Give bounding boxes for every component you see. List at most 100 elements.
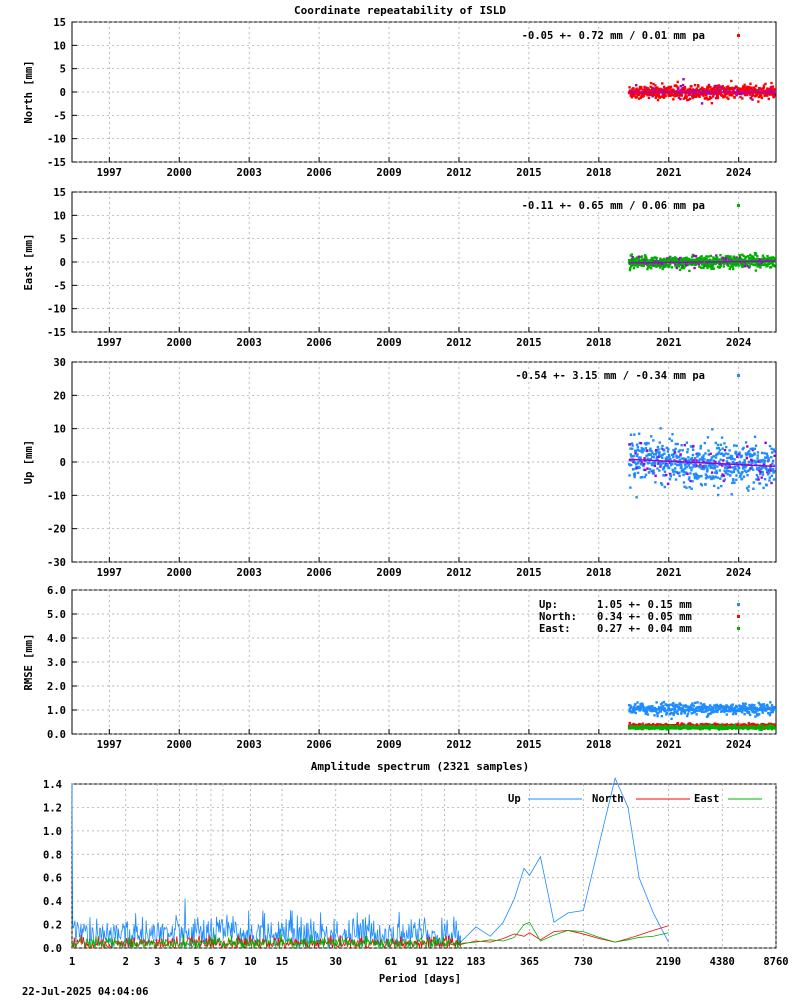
rmse-data-point [659, 723, 662, 726]
up-data-point [684, 459, 688, 462]
north-data-point [748, 93, 752, 96]
north-data-point [728, 89, 731, 92]
north-data-point [676, 86, 680, 89]
rmse-data-point [758, 703, 762, 706]
up-data-point [645, 441, 649, 445]
north-data-point [643, 85, 646, 89]
rmse-data-point [641, 724, 644, 727]
east-data-point [712, 267, 715, 270]
up-data-point [728, 449, 731, 452]
up-data-point [711, 466, 715, 470]
up-data-point [773, 470, 776, 473]
up-data-point [757, 460, 761, 463]
up-data-point [732, 444, 736, 447]
east-data-point [754, 269, 758, 272]
spectrum-x-tick-label: 8760 [763, 956, 788, 968]
north-y-tick-label: 0 [60, 87, 66, 99]
up-data-point [631, 455, 634, 458]
east-data-point [647, 265, 651, 269]
rmse-data-point [691, 702, 694, 705]
rmse-data-point [644, 710, 647, 713]
up-data-point [638, 466, 641, 470]
up-x-tick-label: 2024 [726, 567, 751, 579]
rmse-data-point [730, 709, 734, 712]
up-data-point [693, 475, 696, 478]
up-data-point [750, 466, 754, 469]
up-data-point [718, 469, 722, 472]
rmse-data-point [672, 713, 675, 717]
up-data-point [680, 465, 683, 469]
east-data-point [745, 262, 749, 266]
north-data-point [773, 92, 776, 96]
north-data-point [635, 95, 639, 98]
up-data-point [746, 452, 749, 456]
up-data-point [676, 455, 680, 459]
up-data-point [657, 455, 660, 459]
up-x-tick-label: 1997 [97, 567, 122, 579]
up-data-point [730, 455, 734, 458]
north-data-point [769, 85, 773, 89]
east-data-point [719, 253, 722, 257]
rmse-data-point [673, 709, 676, 713]
up-data-point [727, 469, 730, 473]
rmse-data-point [656, 714, 659, 718]
rmse-data-point [636, 707, 640, 711]
up-data-point [659, 465, 662, 468]
east-data-point [756, 255, 759, 258]
up-data-point [726, 473, 729, 476]
up-data-point [687, 464, 690, 467]
up-data-point [743, 458, 746, 462]
rmse-data-point [686, 714, 689, 718]
rmse-data-point [758, 728, 761, 731]
rmse-data-point [647, 723, 650, 726]
up-data-point [749, 453, 752, 456]
north-data-point [678, 94, 681, 97]
rmse-data-point [700, 710, 704, 714]
north-data-point [686, 98, 689, 102]
spectrum-legend-label: Up [508, 793, 521, 805]
up-data-point [663, 485, 666, 489]
rmse-data-point [747, 722, 750, 725]
rmse-data-point [687, 710, 691, 713]
east-data-point [636, 256, 639, 259]
up-data-point [673, 451, 677, 454]
up-data-point [739, 474, 742, 477]
rmse-x-tick-label: 2018 [586, 739, 611, 751]
east-data-point [721, 256, 724, 259]
east-data-point [743, 265, 747, 268]
rmse-data-point [708, 727, 712, 731]
rmse-x-tick-label: 2024 [726, 739, 751, 751]
up-data-point [755, 473, 759, 477]
up-data-point [666, 450, 670, 453]
rmse-data-point [729, 710, 732, 713]
up-data-point [761, 465, 765, 469]
up-data-point [643, 442, 647, 445]
north-data-point [688, 92, 691, 95]
up-data-point [661, 462, 665, 465]
up-data-point [764, 441, 767, 445]
up-data-point [690, 459, 694, 462]
rmse-data-point [722, 705, 725, 708]
east-data-point [681, 259, 684, 262]
north-data-point [630, 96, 634, 99]
east-data-point [699, 257, 703, 261]
north-data-point [664, 94, 667, 98]
east-data-point [726, 263, 730, 266]
up-data-point [640, 461, 643, 464]
rmse-data-point [687, 727, 690, 731]
east-data-point [687, 257, 691, 261]
up-data-point [663, 464, 667, 468]
east-data-point [764, 263, 767, 266]
rmse-data-point [677, 705, 681, 709]
east-data-point [762, 259, 765, 262]
up-data-point [714, 471, 717, 474]
up-data-point [673, 470, 676, 473]
north-data-point [723, 89, 727, 92]
up-data-point [739, 462, 742, 465]
east-data-point [635, 262, 638, 265]
rmse-data-point [645, 710, 649, 713]
north-data-point [662, 96, 666, 99]
up-data-point [665, 446, 669, 449]
spectrum-x-tick-label: 1 [69, 956, 75, 968]
north-data-point [726, 85, 730, 88]
